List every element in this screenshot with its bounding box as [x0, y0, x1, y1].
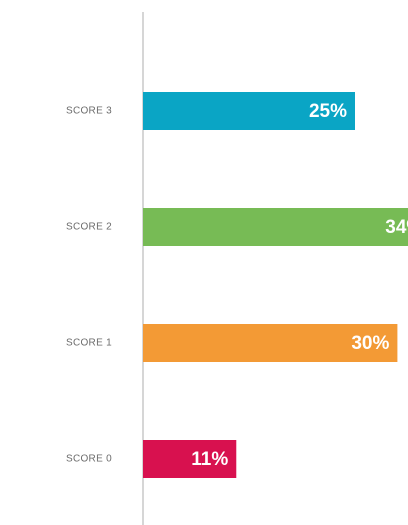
category-label: SCORE 3: [66, 106, 112, 117]
data-label: 11%: [191, 449, 228, 470]
bar: [143, 208, 408, 246]
data-label: 25%: [309, 101, 347, 122]
category-label: SCORE 2: [66, 222, 112, 233]
category-label: SCORE 0: [66, 454, 112, 465]
category-label: SCORE 1: [66, 338, 112, 349]
data-label: 34%: [385, 217, 408, 238]
bar: [143, 324, 398, 362]
bar: [143, 440, 237, 478]
data-label: 30%: [351, 333, 389, 354]
bar: [143, 92, 355, 130]
